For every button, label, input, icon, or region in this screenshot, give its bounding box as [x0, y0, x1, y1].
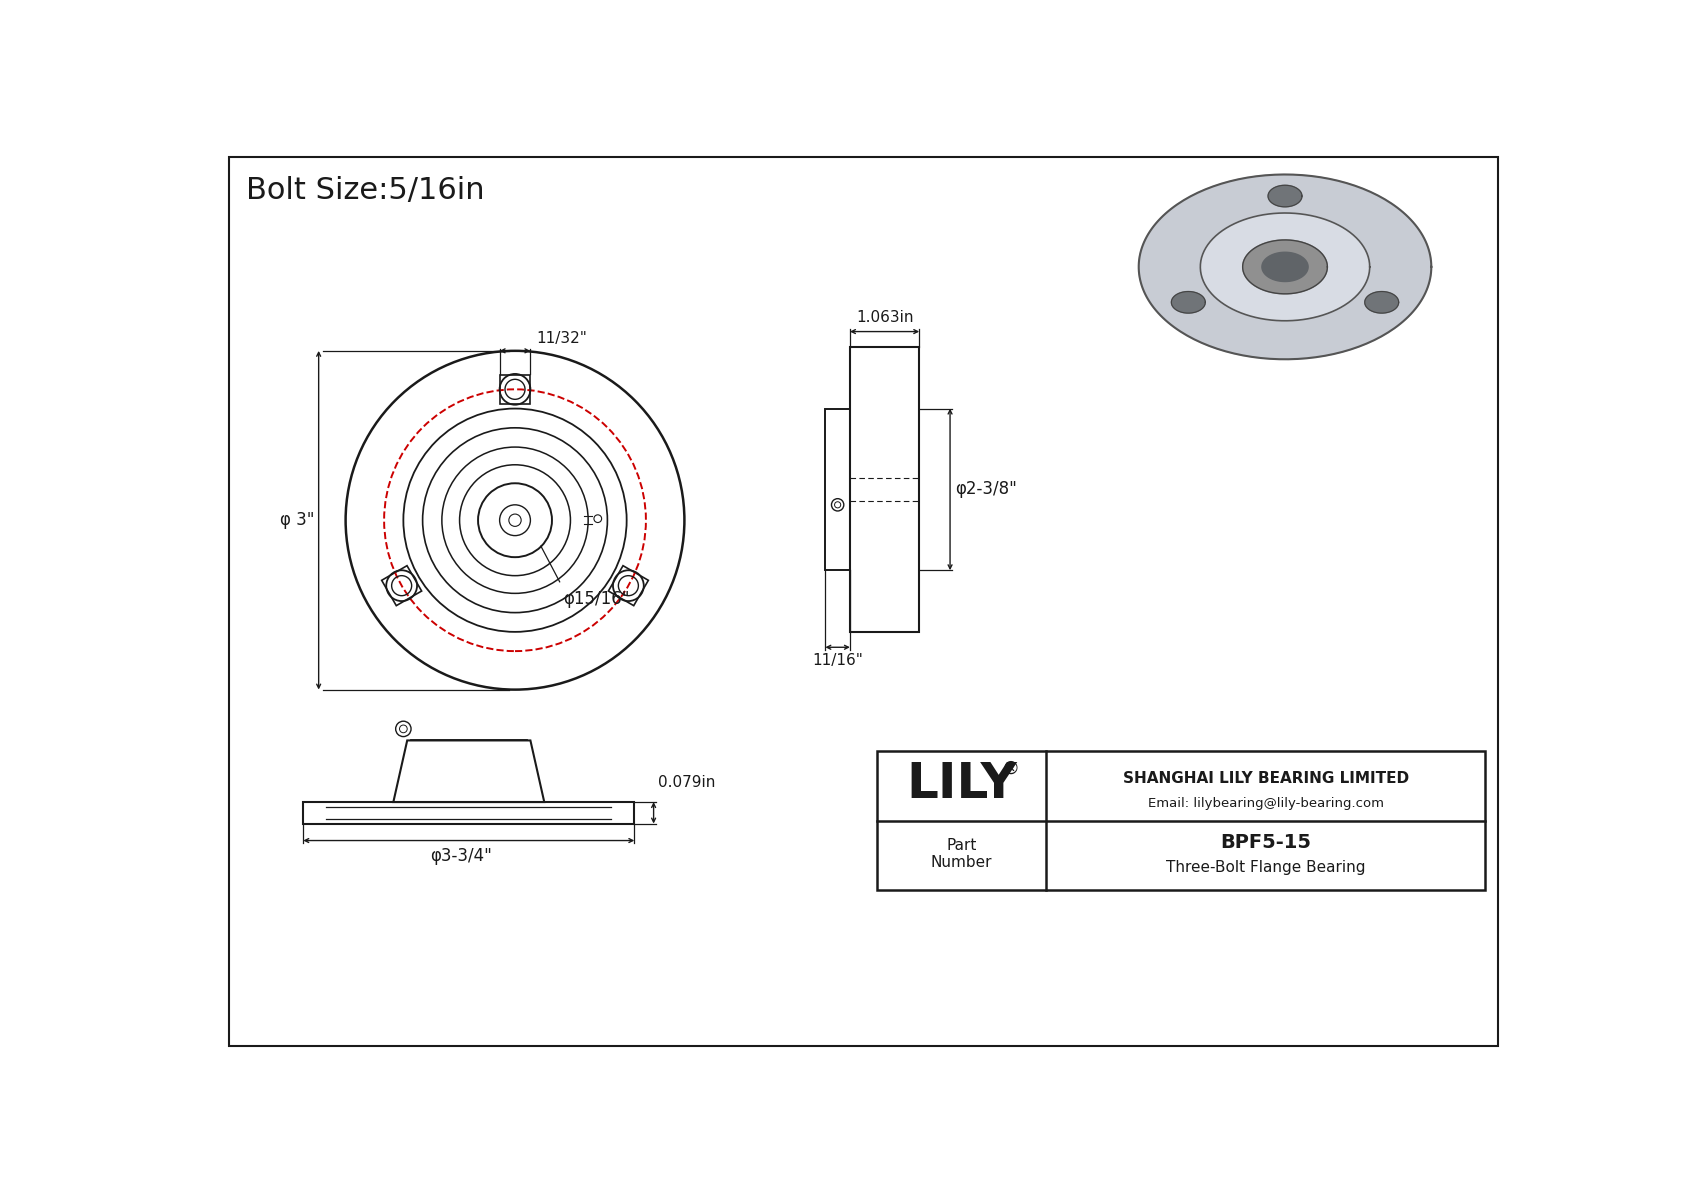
Text: 1.063in: 1.063in [855, 311, 913, 325]
Text: Part
Number: Part Number [931, 837, 992, 869]
Text: ®: ® [1002, 760, 1019, 778]
Polygon shape [1364, 292, 1399, 313]
Polygon shape [1201, 213, 1369, 320]
Text: φ15/16": φ15/16" [564, 590, 630, 607]
Text: LILY: LILY [906, 761, 1017, 809]
Bar [608, 566, 648, 606]
Text: 11/32": 11/32" [537, 331, 588, 347]
Bar [850, 347, 919, 632]
Bar [303, 802, 635, 824]
Text: BPF5-15: BPF5-15 [1221, 834, 1312, 853]
Polygon shape [1268, 186, 1302, 207]
Polygon shape [1261, 252, 1308, 281]
Text: Bolt Size:5/16in: Bolt Size:5/16in [246, 176, 483, 205]
Polygon shape [1172, 292, 1206, 313]
Polygon shape [1138, 175, 1431, 360]
Bar [825, 409, 850, 570]
Text: φ2-3/8": φ2-3/8" [955, 480, 1017, 498]
Text: Email: lilybearing@lily-bearing.com: Email: lilybearing@lily-bearing.com [1148, 798, 1384, 810]
Text: 0.079in: 0.079in [658, 775, 716, 791]
Text: 11/16": 11/16" [812, 654, 864, 668]
Text: SHANGHAI LILY BEARING LIMITED: SHANGHAI LILY BEARING LIMITED [1123, 772, 1410, 786]
Bar [382, 566, 421, 606]
Polygon shape [1243, 239, 1327, 294]
Bar [500, 375, 530, 404]
Text: φ3-3/4": φ3-3/4" [429, 847, 492, 865]
Bar [877, 752, 1485, 890]
Text: φ 3": φ 3" [280, 511, 315, 529]
Text: Three-Bolt Flange Bearing: Three-Bolt Flange Bearing [1165, 860, 1366, 875]
